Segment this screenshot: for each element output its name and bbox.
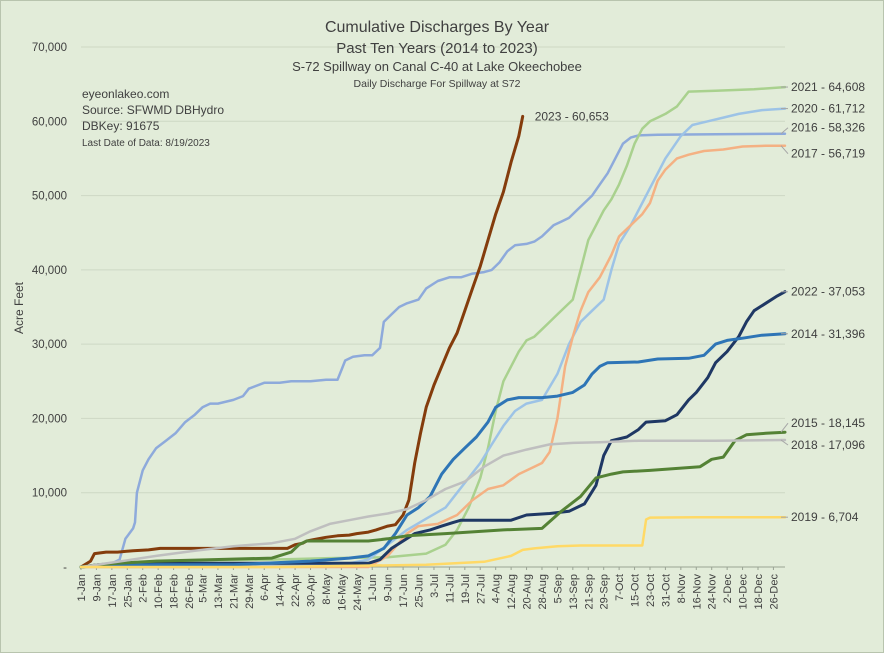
x-tick-label: 16-May [336, 574, 348, 611]
x-tick-label: 29-Mar [244, 574, 256, 609]
series-end-label: 2021 - 64,608 [791, 80, 865, 94]
x-tick-label: 28-Aug [537, 574, 549, 609]
label-leader [780, 439, 789, 446]
x-tick-label: 26-Feb [184, 574, 196, 609]
series-end-labels: 2016 - 58,326 2023 - 60,653 2021 - 64,608 2… [535, 80, 866, 524]
x-tick-label: 15-Oct [630, 574, 642, 607]
x-tick-label: 4-Aug [491, 574, 503, 603]
x-tick-label: 24-Nov [707, 574, 719, 610]
x-tick-label: 10-Feb [153, 574, 165, 609]
x-tick-label: 1-Jan [76, 574, 88, 602]
series-line [79, 290, 787, 569]
x-tick-label: 22-Apr [290, 574, 302, 607]
x-tick-label: 29-Sep [599, 574, 611, 609]
chart-title: Cumulative Discharges By Year [325, 19, 550, 36]
x-tick-label: 17-Jan [107, 574, 119, 608]
info-website: eyeonlakeo.com [82, 87, 169, 101]
x-tick-label: 10-Dec [738, 574, 750, 610]
x-tick-label: 26-Dec [768, 574, 780, 610]
series-end-label: 2019 - 6,704 [791, 510, 859, 524]
label-leader [780, 127, 789, 135]
x-tick-label: 27-Jul [475, 574, 487, 604]
x-tick-label: 19-Jul [460, 574, 472, 604]
x-tick-label: 3-Jul [429, 574, 441, 598]
info-source: Source: SFWMD DBHydro [82, 103, 224, 117]
series-line [79, 85, 787, 569]
series-end-label: 2018 - 17,096 [791, 438, 865, 452]
series-line [79, 107, 787, 569]
x-tick-label: 12-Aug [506, 574, 518, 609]
series-line [79, 144, 787, 569]
x-tick-label: 13-Sep [568, 574, 580, 609]
x-tick-label: 6-Apr [259, 574, 271, 601]
x-tick-label: 25-Jan [122, 574, 134, 608]
x-tick-label: 23-Oct [645, 574, 657, 607]
y-tick-label: 40,000 [32, 265, 67, 277]
label-leader [780, 422, 789, 433]
x-tick-label: 2-Dec [722, 574, 734, 604]
x-axis: 1-Jan 9-Jan 17-Jan 25-Jan 2-Feb 10-Feb 18-Feb 2… [76, 567, 780, 611]
chart-subtitle-description: Daily Discharge For Spillway at S72 [354, 78, 521, 90]
series-end-label: 2017 - 56,719 [791, 147, 865, 161]
label-leader [780, 145, 789, 154]
y-tick-label: 10,000 [32, 488, 67, 500]
x-tick-label: 7-Oct [614, 574, 626, 601]
info-last-date: Last Date of Data: 8/19/2023 [82, 138, 210, 149]
x-tick-label: 9-Jun [383, 574, 395, 602]
y-tick-label: 70,000 [32, 42, 67, 54]
x-tick-label: 21-Sep [583, 574, 595, 609]
series-line [79, 430, 787, 569]
x-tick-label: 18-Dec [753, 574, 765, 610]
x-tick-label: 13-Mar [213, 574, 225, 609]
series-end-label: 2020 - 61,712 [791, 102, 865, 116]
x-tick-label: 18-Feb [169, 574, 181, 609]
x-tick-label: 17-Jun [398, 574, 410, 608]
grid-lines [81, 46, 785, 568]
x-tick-label: 24-May [352, 574, 364, 611]
series-line [79, 515, 787, 569]
y-tick-label: - [63, 562, 67, 574]
series-line [79, 438, 787, 569]
series-end-label: 2014 - 31,396 [791, 327, 865, 341]
x-tick-label: 14-Apr [275, 574, 287, 607]
x-tick-label: 21-Mar [228, 574, 240, 609]
x-tick-label: 11-Jul [444, 574, 456, 603]
x-tick-label: 5-Sep [552, 574, 564, 603]
y-tick-label: 60,000 [32, 116, 67, 128]
x-tick-label: 31-Oct [660, 574, 672, 607]
x-tick-label: 8-May [321, 574, 333, 605]
info-dbkey: DBKey: 91675 [82, 119, 160, 133]
series-end-label: 2016 - 58,326 [791, 121, 865, 135]
series-group [79, 85, 787, 569]
chart-subtitle-location: S-72 Spillway on Canal C-40 at Lake Okee… [292, 59, 582, 74]
x-tick-label: 30-Apr [306, 574, 318, 607]
x-tick-label: 9-Jan [91, 574, 103, 602]
series-end-label: 2023 - 60,653 [535, 109, 609, 123]
series-line [79, 332, 787, 569]
series-end-label: 2022 - 37,053 [791, 285, 865, 299]
x-tick-label: 2-Feb [138, 574, 150, 603]
x-tick-label: 1-Jun [367, 574, 379, 602]
y-tick-label: 30,000 [32, 339, 67, 351]
y-tick-label: 50,000 [32, 191, 67, 203]
series-line [79, 132, 787, 569]
chart-subtitle-range: Past Ten Years (2014 to 2023) [336, 40, 538, 57]
series-line [79, 114, 525, 569]
y-axis: - 10,000 20,000 30,000 40,000 50,000 60,000 70,… [32, 42, 67, 574]
y-axis-label: Acre Feet [12, 281, 26, 334]
x-tick-label: 5-Mar [198, 574, 210, 603]
y-tick-label: 20,000 [32, 413, 67, 425]
x-tick-label: 8-Nov [676, 574, 688, 604]
x-tick-label: 20-Aug [522, 574, 534, 609]
x-tick-label: 25-Jun [414, 574, 426, 608]
x-tick-label: 16-Nov [691, 574, 703, 610]
series-end-label: 2015 - 18,145 [791, 416, 865, 430]
